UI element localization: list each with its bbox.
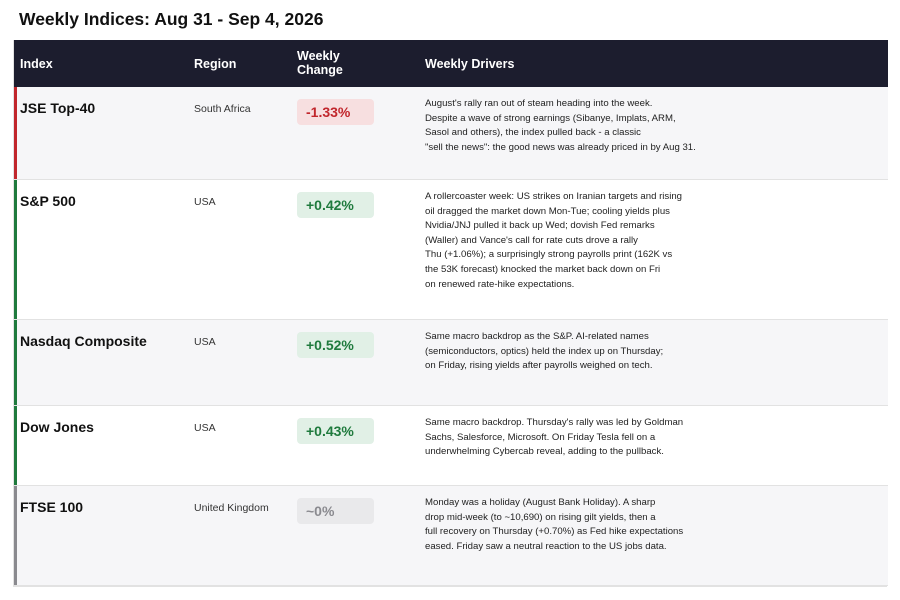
- row-accent-bar: [14, 180, 17, 319]
- weekly-change-badge: -1.33%: [297, 99, 374, 125]
- drivers-line: Nvidia/JNJ pulled it back up Wed; dovish…: [425, 220, 655, 232]
- weekly-drivers-text: August's rally ran out of steam heading …: [425, 97, 725, 155]
- index-name: Dow Jones: [20, 419, 94, 435]
- table-row: JSE Top-40 South Africa -1.33% August's …: [14, 87, 888, 180]
- drivers-line: oil dragged the market down Mon-Tue; coo…: [425, 205, 670, 217]
- header-index: Index: [20, 57, 53, 71]
- drivers-line: full recovery on Thursday (+0.70%) as Fe…: [425, 526, 684, 538]
- indices-table: Index Region Weekly Change Weekly Driver…: [13, 40, 888, 587]
- header-weekly-change: Weekly Change: [297, 49, 377, 77]
- drivers-line: underwhelming Cybercab reveal, adding to…: [425, 446, 664, 458]
- row-accent-bar: [14, 486, 17, 585]
- drivers-line: Same macro backdrop as the S&P. AI-relat…: [425, 331, 649, 342]
- drivers-line: Sasol and others), the index pulled back…: [425, 127, 641, 139]
- weekly-drivers-text: A rollercoaster week: US strikes on Iran…: [425, 190, 725, 292]
- index-region: USA: [194, 422, 216, 434]
- header-region: Region: [194, 57, 237, 71]
- drivers-line: Sachs, Salesforce, Microsoft. On Friday …: [425, 431, 656, 443]
- row-accent-bar: [14, 87, 17, 179]
- drivers-line: on Friday, rising yields after payrolls …: [425, 360, 653, 372]
- table-row: FTSE 100 United Kingdom ~0% Monday was a…: [14, 486, 888, 586]
- drivers-line: on renewed rate-hike expectations.: [425, 278, 575, 290]
- index-region: USA: [194, 336, 216, 348]
- index-region: United Kingdom: [194, 502, 269, 514]
- index-name: FTSE 100: [20, 499, 84, 515]
- weekly-change-badge: +0.43%: [297, 418, 374, 444]
- table-row: Dow Jones USA +0.43% Same macro backdrop…: [14, 406, 888, 486]
- drivers-line: (Waller) and Vance's call for rate cuts …: [425, 234, 638, 246]
- drivers-line: (semiconductors, optics) held the index …: [425, 345, 664, 357]
- table-header: Index Region Weekly Change Weekly Driver…: [14, 40, 888, 87]
- drivers-line: Despite a wave of strong earnings (Siban…: [425, 112, 676, 124]
- table-row: S&P 500 USA +0.42% A rollercoaster week:…: [14, 180, 888, 320]
- drivers-line: "sell the news": the good news was alrea…: [425, 141, 696, 153]
- index-region: USA: [194, 196, 216, 208]
- drivers-line: Same macro backdrop. Thursday's rally wa…: [425, 417, 684, 428]
- index-name: S&P 500: [20, 193, 76, 209]
- index-region: South Africa: [194, 103, 251, 115]
- weekly-change-badge: ~0%: [297, 498, 374, 524]
- weekly-change-badge: +0.42%: [297, 192, 374, 218]
- drivers-line: A rollercoaster week: US strikes on Iran…: [425, 191, 683, 202]
- index-name: JSE Top-40: [20, 100, 96, 116]
- drivers-line: eased. Friday saw a neutral reaction to …: [425, 540, 667, 552]
- index-name: Nasdaq Composite: [20, 333, 147, 349]
- weekly-drivers-text: Monday was a holiday (August Bank Holida…: [425, 496, 725, 554]
- weekly-drivers-text: Same macro backdrop as the S&P. AI-relat…: [425, 330, 725, 374]
- drivers-line: drop mid-week (to ~10,690) on rising gil…: [425, 511, 656, 523]
- drivers-line: Thu (+1.06%); a surprisingly strong payr…: [425, 249, 673, 261]
- header-weekly-change-line1: Weekly: [297, 49, 340, 63]
- drivers-line: Monday was a holiday (August Bank Holida…: [425, 497, 656, 508]
- weekly-change-badge: +0.52%: [297, 332, 374, 358]
- drivers-line: the 53K forecast) knocked the market bac…: [425, 263, 661, 275]
- header-weekly-change-line2: Change: [297, 63, 343, 77]
- row-accent-bar: [14, 406, 17, 485]
- row-accent-bar: [14, 320, 17, 405]
- page-title: Weekly Indices: Aug 31 - Sep 4, 2026: [19, 9, 324, 29]
- weekly-drivers-text: Same macro backdrop. Thursday's rally wa…: [425, 416, 725, 460]
- header-weekly-drivers: Weekly Drivers: [425, 57, 515, 71]
- table-row: Nasdaq Composite USA +0.52% Same macro b…: [14, 320, 888, 406]
- drivers-line: August's rally ran out of steam heading …: [425, 98, 653, 109]
